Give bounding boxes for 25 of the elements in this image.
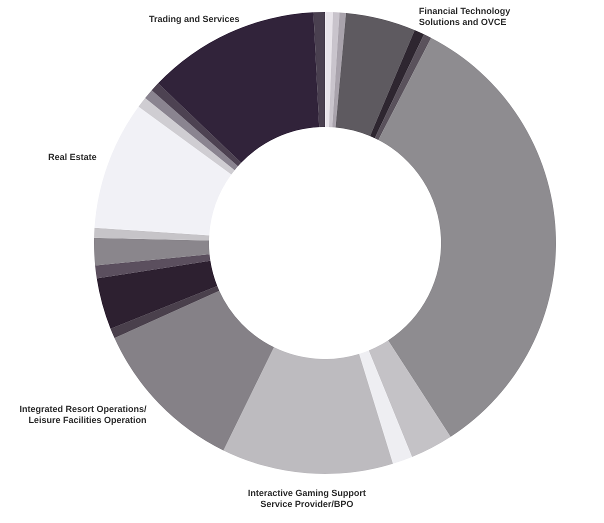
donut-slice — [374, 34, 432, 140]
donut-slice — [329, 12, 340, 128]
donut-slice — [359, 350, 412, 464]
donut-slice — [325, 12, 333, 128]
donut-slice — [94, 228, 210, 240]
donut-slice — [95, 254, 210, 278]
donut-slice — [336, 12, 415, 136]
donut-slice — [313, 12, 325, 128]
donut-slice — [145, 90, 238, 170]
donut-slice — [138, 98, 235, 175]
donut-slice — [370, 30, 424, 138]
donut-slice — [368, 340, 451, 457]
donut-slice — [94, 238, 210, 266]
donut-slice — [94, 106, 232, 236]
slice-label: Financial Technology Solutions and OVCE — [418, 6, 510, 27]
donut-slice — [96, 260, 218, 329]
slice-label: Real Estate — [48, 152, 97, 162]
slice-label: Integrated Resort Operations/ Leisure Facilities Operation — [19, 404, 147, 426]
donut-slice — [223, 347, 393, 474]
donut-slice — [152, 83, 242, 166]
donut-slice — [332, 12, 346, 128]
donut-slice — [378, 38, 556, 437]
slice-label: Interactive Gaming Support Service Provider/BPO — [248, 488, 366, 509]
slice-label: Trading and Services — [148, 14, 240, 24]
donut-slice — [110, 286, 220, 338]
